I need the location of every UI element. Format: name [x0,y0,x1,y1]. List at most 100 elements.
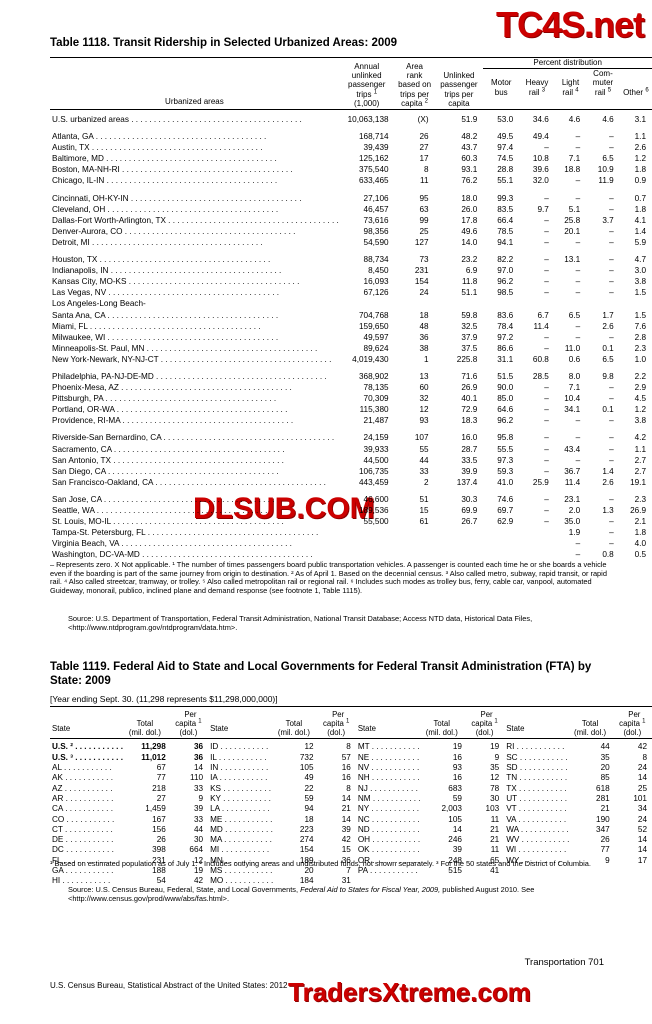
cell-heavy-rail: 60.8 [532,354,549,364]
cell-trips-per-capita: 225.8 [456,354,478,364]
cell-state: OK . . . . . . . . . . . [357,845,420,855]
cell-commuter-rail: 10.9 [597,165,614,175]
cell-commuter-rail: – [609,517,614,527]
cell-state: U.S. ² . . . . . . . . . . . [52,742,123,752]
cell-light-rail: – [575,176,581,186]
table-row: Miami, FL . . . . . . . . . . . . . . . … [50,321,652,332]
cell-state: WV . . . . . . . . . . . [506,835,570,845]
row-label: Seattle, WA . . . . . . . . . . . . . . … [52,506,268,516]
cell-commuter-rail: 4.6 [602,115,614,125]
table-row: Seattle, WA . . . . . . . . . . . . . . … [50,505,652,516]
table-row: San Antonio, TX . . . . . . . . . . . . … [50,455,652,466]
cell-total: 22 [304,783,314,793]
table-row: Providence, RI-MA . . . . . . . . . . . … [50,415,652,426]
cell-percapita: 24 [637,763,647,773]
table-row: San Jose, CA . . . . . . . . . . . . . .… [50,494,652,505]
table-row: Minneapolis-St. Paul, MN . . . . . . . .… [50,343,652,354]
cell-percapita: 103 [485,804,500,814]
cell-motor-bus: 66.4 [497,215,514,225]
cell-commuter-rail: – [609,332,614,342]
cell-motor-bus: 53.0 [497,115,514,125]
cell-other: 1.2 [634,154,646,164]
cell-trips-per-capita: 26.7 [461,517,478,527]
header-rule-row [50,108,652,110]
cell-percapita: 15 [341,845,351,855]
table-row: Cleveland, OH . . . . . . . . . . . . . … [50,204,652,215]
header-row-1: Annual unlinked passenger trips 1 (1,000) Ar… [50,56,652,109]
cell-percapita: 42 [637,742,647,752]
cell-total: 27 [156,793,166,803]
cell-rank: 36 [419,332,429,342]
table-row: Sacramento, CA . . . . . . . . . . . . .… [50,444,652,455]
cell-trips-per-capita: 14.0 [461,237,478,247]
header-cell-commuter-rail: Com-muter rail 5 [592,69,614,97]
cell-percapita: 21 [490,824,500,834]
cell-state: ME . . . . . . . . . . . [210,814,273,824]
cell-annual-trips: 115,380 [359,405,389,415]
table-row: U.S. urbanized areas . . . . . . . . . .… [50,114,652,125]
cell-trips-per-capita [435,298,484,309]
cell-state: KS . . . . . . . . . . . [210,783,272,793]
cell-percapita: 19 [193,866,204,876]
cell-light-rail: – [575,237,581,247]
header-blank [504,710,569,720]
cell-rank: 44 [419,455,429,465]
header-cell-blank [50,56,339,97]
header-percapita: capita 1 (dol.) [323,718,350,737]
cell-trips-per-capita: 49.6 [461,226,478,236]
cell-state: TN . . . . . . . . . . . [506,773,568,783]
cell-state: AZ . . . . . . . . . . . [52,783,113,793]
cell-other: 19.1 [630,477,646,487]
row-label: Atlanta, GA . . . . . . . . . . . . . . … [52,132,267,142]
table-row: DE . . . . . . . . . . . 26 30 MA . . . . .… [50,835,652,845]
cell-rank: 127 [414,237,429,247]
cell-total: 59 [452,793,462,803]
table-row: St. Louis, MO-IL . . . . . . . . . . . .… [50,516,652,527]
cell-heavy-rail [519,549,555,560]
cell-motor-bus: 95.8 [497,433,514,443]
cell-annual-trips: 44,500 [363,455,389,465]
cell-percapita: 7 [346,866,351,876]
cell-other: 2.9 [634,383,646,393]
table-row: Austin, TX . . . . . . . . . . . . . . .… [50,142,652,153]
header-total: Total (mil. dol.) [574,719,607,737]
cell-rank: 73 [419,255,429,265]
cell-percapita: 8 [642,752,647,762]
cell-light-rail: 8.0 [568,371,581,381]
cell-rank: 2 [423,477,429,487]
header-total: Total (mil. dol.) [277,719,310,737]
row-label: Portland, OR-WA . . . . . . . . . . . . … [52,405,288,415]
cell-rank [395,549,435,560]
cell-trips-per-capita: 16.0 [461,433,478,443]
cell-commuter-rail: 6.5 [602,154,614,164]
cell-state: VT . . . . . . . . . . . [506,804,567,814]
table-1119-head: Per Per Per Per State Total (mil. dol.) capita… [50,706,652,743]
cell-state: MD . . . . . . . . . . . [210,824,273,834]
cell-state: IL . . . . . . . . . . . [210,752,267,762]
cell-commuter-rail: – [609,455,614,465]
cell-annual-trips: 24,159 [363,433,389,443]
cell-trips-per-capita: 72.9 [461,405,478,415]
cell-rank: 231 [414,266,429,276]
row-label: Providence, RI-MA . . . . . . . . . . . … [52,416,294,426]
cell-state: ID . . . . . . . . . . . [210,742,269,752]
cell-light-rail: 23.1 [564,494,581,504]
cell-total: 26 [156,835,166,845]
cell-state: SC . . . . . . . . . . . [506,752,568,762]
row-label: Sacramento, CA . . . . . . . . . . . . .… [52,444,285,454]
table-row: CA . . . . . . . . . . . 1,459 39 LA . . . … [50,804,652,814]
cell-percapita: 25 [637,783,647,793]
cell-annual-trips [339,549,395,560]
cell-annual-trips: 67,126 [363,288,389,298]
cell-total: 59 [304,793,314,803]
cell-trips-per-capita: 18.0 [461,193,478,203]
cell-annual-trips: 89,624 [363,343,389,353]
cell-other: 1.8 [634,528,646,538]
row-label: U.S. urbanized areas . . . . . . . . . .… [52,115,302,125]
cell-heavy-rail: – [544,405,549,415]
cell-rank: 63 [419,204,429,214]
cell-total: 231 [152,855,166,865]
cell-heavy-rail: 39.6 [532,165,549,175]
cell-other: 1.5 [634,288,646,298]
cell-annual-trips: 98,356 [363,226,389,236]
